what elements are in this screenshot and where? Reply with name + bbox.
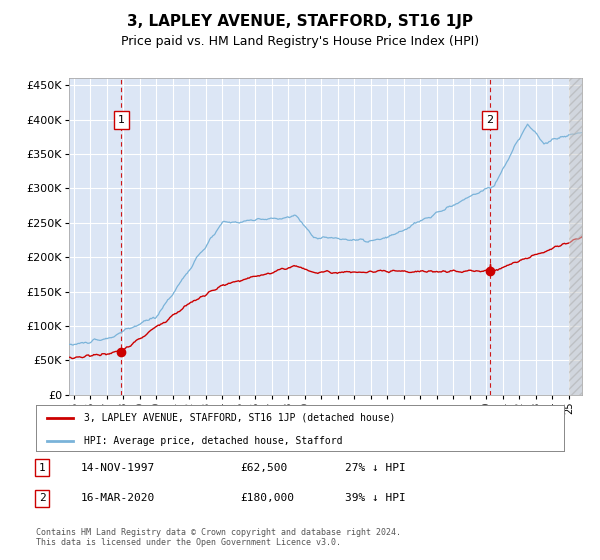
Text: 14-NOV-1997: 14-NOV-1997 [81,463,155,473]
Bar [569,78,585,395]
Text: 27% ↓ HPI: 27% ↓ HPI [345,463,406,473]
Text: £62,500: £62,500 [240,463,287,473]
Text: Contains HM Land Registry data © Crown copyright and database right 2024.
This d: Contains HM Land Registry data © Crown c… [36,528,401,547]
Text: 2: 2 [486,115,493,125]
Text: £180,000: £180,000 [240,493,294,503]
Text: 3, LAPLEY AVENUE, STAFFORD, ST16 1JP (detached house): 3, LAPLEY AVENUE, STAFFORD, ST16 1JP (de… [83,413,395,423]
Text: 3, LAPLEY AVENUE, STAFFORD, ST16 1JP: 3, LAPLEY AVENUE, STAFFORD, ST16 1JP [127,14,473,29]
Text: 16-MAR-2020: 16-MAR-2020 [81,493,155,503]
Text: Price paid vs. HM Land Registry's House Price Index (HPI): Price paid vs. HM Land Registry's House … [121,35,479,48]
Text: 1: 1 [118,115,125,125]
Text: 1: 1 [38,463,46,473]
Text: 39% ↓ HPI: 39% ↓ HPI [345,493,406,503]
Text: HPI: Average price, detached house, Stafford: HPI: Average price, detached house, Staf… [83,436,342,446]
Text: 2: 2 [38,493,46,503]
